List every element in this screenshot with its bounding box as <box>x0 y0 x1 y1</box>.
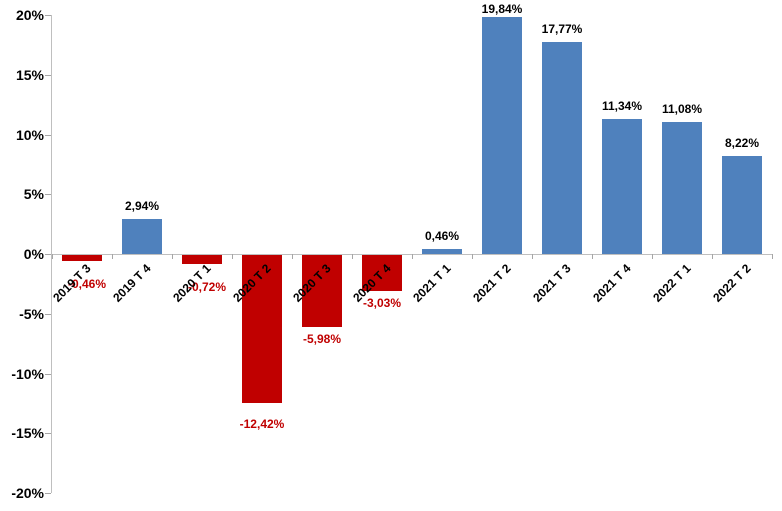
y-axis-tick <box>45 254 51 255</box>
y-axis-tick <box>45 15 51 16</box>
bar-value-label: 17,77% <box>541 21 583 36</box>
category-label: 2021 T 2 <box>469 261 514 305</box>
y-axis-label: 20% <box>15 7 44 23</box>
bar <box>302 255 342 327</box>
bar-value-label: 8,22% <box>724 135 760 150</box>
category-label: 2021 T 1 <box>409 261 454 305</box>
x-axis-tick <box>772 254 773 259</box>
y-axis-label: -5% <box>19 306 44 322</box>
y-axis-label: 0% <box>23 246 44 262</box>
bar-value-label: 2,94% <box>124 198 160 213</box>
x-axis-tick <box>172 254 173 259</box>
y-axis-tick <box>45 314 51 315</box>
y-axis-label: -10% <box>11 366 44 382</box>
x-axis-tick <box>712 254 713 259</box>
bar-value-label: 11,34% <box>601 98 643 113</box>
x-axis-tick <box>532 254 533 259</box>
bar-value-label: -5,98% <box>302 331 342 346</box>
category-label: 2022 T 2 <box>709 261 754 305</box>
bar-value-label: 0,46% <box>424 228 460 243</box>
x-axis-tick <box>52 254 53 259</box>
y-axis-line <box>51 15 52 493</box>
y-axis-tick <box>45 374 51 375</box>
bar <box>482 16 522 254</box>
x-axis-tick <box>472 254 473 259</box>
bar <box>182 255 222 264</box>
bar-value-label: -0,72% <box>187 279 227 294</box>
x-axis-tick <box>232 254 233 259</box>
y-axis-tick <box>45 135 51 136</box>
y-axis-label: -20% <box>11 485 44 501</box>
y-axis-label: 5% <box>23 186 44 202</box>
bar-value-label: -3,03% <box>362 296 402 311</box>
y-axis-label: -15% <box>11 425 44 441</box>
bar-value-label: -0,46% <box>67 276 107 291</box>
y-axis-label: 15% <box>15 67 44 83</box>
x-axis-tick <box>112 254 113 259</box>
bar <box>242 255 282 404</box>
bar <box>62 255 102 261</box>
bar <box>122 218 162 254</box>
bar-value-label: 19,84% <box>481 2 523 16</box>
x-axis-tick <box>292 254 293 259</box>
x-axis-tick <box>412 254 413 259</box>
bar <box>662 121 702 254</box>
bar <box>602 118 642 254</box>
x-axis-tick <box>592 254 593 259</box>
bar <box>542 41 582 254</box>
bar <box>722 155 762 254</box>
category-label: 2021 T 4 <box>589 261 634 305</box>
bar <box>362 255 402 292</box>
y-axis-tick <box>45 493 51 494</box>
category-label: 2021 T 3 <box>529 261 574 305</box>
bar-value-label: -12,42% <box>239 417 285 432</box>
y-axis-tick <box>45 75 51 76</box>
y-axis-tick <box>45 194 51 195</box>
y-axis-label: 10% <box>15 127 44 143</box>
bar-value-label: 11,08% <box>661 101 703 116</box>
x-axis-tick <box>352 254 353 259</box>
y-axis-tick <box>45 433 51 434</box>
bar <box>422 248 462 254</box>
category-label: 2022 T 1 <box>649 261 694 305</box>
x-axis-tick <box>652 254 653 259</box>
